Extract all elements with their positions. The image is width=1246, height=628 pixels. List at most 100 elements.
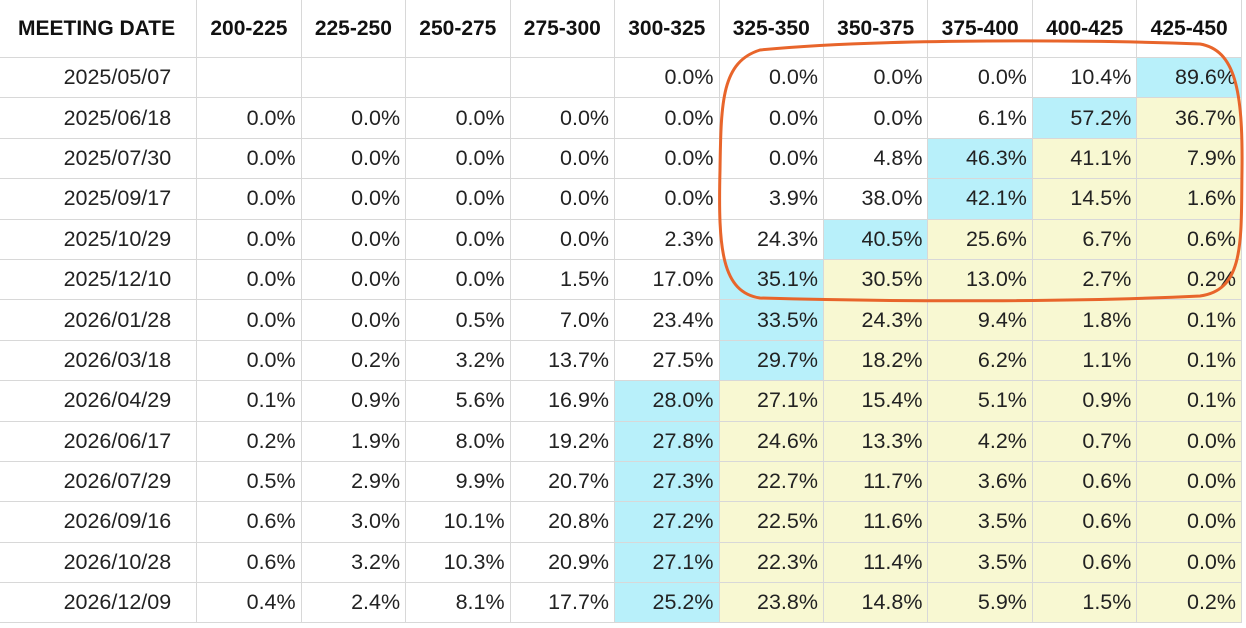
probability-cell: 17.0% xyxy=(614,258,720,301)
probability-cell: 24.6% xyxy=(718,420,824,462)
probability-cell: 27.8% xyxy=(614,420,720,462)
probability-cell: 0.0% xyxy=(300,137,407,180)
probability-cell: 24.3% xyxy=(718,218,824,260)
probability-cell: 0.0% xyxy=(196,339,302,382)
meeting-date: 2026/07/29 xyxy=(0,460,198,503)
probability-cell: 6.2% xyxy=(927,339,1033,382)
probability-cell: 25.2% xyxy=(614,582,720,624)
table-row: 2025/05/07 0.0% 0.0% 0.0% 0.0% 10.4% 89.6% xyxy=(0,56,1242,99)
probability-cell: 0.4% xyxy=(196,582,302,624)
probability-cell: 3.9% xyxy=(718,178,824,220)
meeting-date: 2026/04/29 xyxy=(0,380,198,422)
table-row: 2026/10/28 0.6% 3.2% 10.3% 20.9% 27.1% 22.3% 11… xyxy=(0,541,1242,584)
probability-cell: 0.0% xyxy=(405,218,511,260)
probability-cell: 0.6% xyxy=(1031,460,1138,503)
probability-cell: 0.0% xyxy=(300,218,407,260)
probability-cell: 1.9% xyxy=(300,420,407,462)
probability-cell: 22.5% xyxy=(718,501,824,543)
probability-cell: 0.0% xyxy=(614,137,720,180)
probability-cell: 0.0% xyxy=(1136,460,1242,503)
probability-cell: 15.4% xyxy=(822,380,929,422)
probability-cell: 3.5% xyxy=(927,501,1033,543)
probability-cell: 19.2% xyxy=(509,420,616,462)
probability-cell: 0.0% xyxy=(405,137,511,180)
column-header: 325-350 xyxy=(718,0,824,58)
probability-cell: 0.0% xyxy=(196,178,302,220)
probability-cell: 0.0% xyxy=(927,56,1033,99)
probability-cell: 46.3% xyxy=(927,137,1033,180)
probability-cell: 9.4% xyxy=(927,299,1033,341)
probability-cell xyxy=(405,56,511,99)
probability-cell: 29.7% xyxy=(718,339,824,382)
meeting-date: 2026/09/16 xyxy=(0,501,198,543)
probability-cell: 0.0% xyxy=(405,178,511,220)
table-row: 2025/07/30 0.0% 0.0% 0.0% 0.0% 0.0% 0.0% 4.8% 46… xyxy=(0,137,1242,180)
meeting-date: 2025/10/29 xyxy=(0,218,198,260)
probability-cell: 0.0% xyxy=(718,137,824,180)
probability-cell: 14.5% xyxy=(1031,178,1138,220)
probability-cell: 20.9% xyxy=(509,541,616,584)
probability-cell: 0.0% xyxy=(509,97,616,139)
probability-cell: 7.9% xyxy=(1136,137,1242,180)
probability-cell: 0.6% xyxy=(196,541,302,584)
probability-cell: 36.7% xyxy=(1136,97,1242,139)
probability-cell: 8.0% xyxy=(405,420,511,462)
probability-cell: 57.2% xyxy=(1031,97,1138,139)
probability-cell: 1.6% xyxy=(1136,178,1242,220)
probability-cell: 0.0% xyxy=(405,258,511,301)
probability-cell: 1.8% xyxy=(1031,299,1138,341)
probability-cell: 0.0% xyxy=(196,258,302,301)
probability-cell: 5.6% xyxy=(405,380,511,422)
probability-cell: 89.6% xyxy=(1136,56,1242,99)
probability-cell: 30.5% xyxy=(822,258,929,301)
probability-cell: 0.2% xyxy=(300,339,407,382)
probability-cell: 13.7% xyxy=(509,339,616,382)
probability-cell: 0.1% xyxy=(1136,339,1242,382)
probability-cell: 0.6% xyxy=(1031,501,1138,543)
probability-cell: 6.7% xyxy=(1031,218,1138,260)
probability-cell: 11.6% xyxy=(822,501,929,543)
probability-cell: 0.2% xyxy=(196,420,302,462)
probability-cell: 3.5% xyxy=(927,541,1033,584)
probability-cell: 27.1% xyxy=(718,380,824,422)
probability-cell: 0.7% xyxy=(1031,420,1138,462)
probability-cell: 11.7% xyxy=(822,460,929,503)
probability-cell: 0.0% xyxy=(614,97,720,139)
probability-cell: 2.9% xyxy=(300,460,407,503)
probability-cell: 0.0% xyxy=(614,178,720,220)
probability-cell: 0.2% xyxy=(1136,582,1242,624)
probability-cell xyxy=(509,56,616,99)
column-header: 300-325 xyxy=(614,0,720,58)
meeting-date: 2025/06/18 xyxy=(0,97,198,139)
probability-cell: 16.9% xyxy=(509,380,616,422)
probability-cell: 27.5% xyxy=(614,339,720,382)
probability-cell: 0.0% xyxy=(196,299,302,341)
probability-cell: 0.0% xyxy=(822,56,929,99)
meeting-date: 2025/12/10 xyxy=(0,258,198,301)
column-header: 425-450 xyxy=(1136,0,1242,58)
probability-cell: 6.1% xyxy=(927,97,1033,139)
probability-cell: 33.5% xyxy=(718,299,824,341)
probability-cell: 3.0% xyxy=(300,501,407,543)
probability-cell: 3.2% xyxy=(405,339,511,382)
column-header: 200-225 xyxy=(196,0,302,58)
meeting-date: 2026/12/09 xyxy=(0,582,198,624)
probability-cell: 18.2% xyxy=(822,339,929,382)
probability-cell: 0.1% xyxy=(1136,380,1242,422)
meeting-date: 2025/09/17 xyxy=(0,178,198,220)
probability-cell: 1.5% xyxy=(509,258,616,301)
probability-cell: 0.0% xyxy=(196,218,302,260)
probability-cell: 27.1% xyxy=(614,541,720,584)
probability-cell: 0.6% xyxy=(1136,218,1242,260)
probability-cell: 0.0% xyxy=(718,97,824,139)
column-header: 225-250 xyxy=(300,0,407,58)
meeting-date: 2026/01/28 xyxy=(0,299,198,341)
probability-cell: 40.5% xyxy=(822,218,929,260)
probability-cell: 20.7% xyxy=(509,460,616,503)
probability-cell: 0.5% xyxy=(405,299,511,341)
probability-cell: 8.1% xyxy=(405,582,511,624)
probability-cell: 0.5% xyxy=(196,460,302,503)
table-row: 2026/01/28 0.0% 0.0% 0.5% 7.0% 23.4% 33.5% 24.3… xyxy=(0,299,1242,341)
probability-cell: 10.3% xyxy=(405,541,511,584)
probability-cell: 0.9% xyxy=(1031,380,1138,422)
